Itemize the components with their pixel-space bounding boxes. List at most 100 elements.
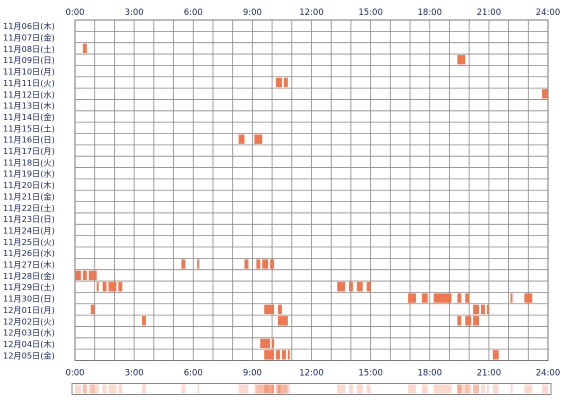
summary-strip-mark [181,384,186,394]
date-row-labels: 11月06日(木) 11月07日(金)11月08日(土)11月09日(日) 11月1… [3,21,55,360]
activity-bar [408,293,416,303]
activity-bar [181,259,186,269]
bottom-time-axis: 0:00 3:00 6:00 9:00 12:00 15:00 18:00 21:00 24:0… [65,369,560,379]
activity-bar [256,259,261,269]
x-tick-label-top: 3:00 [125,8,144,18]
summary-strip-mark [90,384,95,394]
summary-strip [71,383,552,395]
x-tick-label-top: 6:00 [184,8,203,18]
activity-bar [270,259,275,269]
x-tick-label-bottom: 18:00 [418,369,443,379]
date-row-label: 11月29日(土) [3,282,55,292]
summary-strip-mark [197,384,200,394]
summary-strip-mark [287,384,290,394]
date-row-label: 11月27日(木) [3,260,55,270]
chart-grid [74,19,549,361]
summary-strip-mark [473,384,480,394]
summary-strip-mark [421,384,428,394]
date-row-label: 11月21日(金) [3,191,55,201]
activity-bar [197,259,200,269]
date-row-label: 11月10日(月) [3,67,55,77]
activity-bar [238,134,245,144]
summary-strip-mark [254,384,263,394]
summary-strip-mark [348,384,353,394]
x-tick-label-top: 9:00 [243,8,262,18]
activity-bar [142,316,146,326]
date-row-label: 11月26日(水) [3,248,55,258]
activity-bars [75,43,548,360]
activity-bar [457,55,466,65]
summary-strip-mark [270,384,275,394]
date-row-label: 11月07日(金) [3,33,55,43]
activity-bar [356,282,363,292]
date-row-label: 11月20日(木) [3,180,55,190]
summary-strip-mark [96,384,99,394]
summary-strip-mark [283,384,288,394]
date-row-label: 11月24日(月) [3,225,55,235]
activity-bar [244,259,249,269]
date-row-label: 11月22日(土) [3,203,55,213]
date-row-label: 11月15日(土) [3,123,55,133]
summary-strip-mark [465,384,472,394]
activity-bar [276,77,282,88]
activity-bar [262,259,269,269]
summary-strip-mark [272,384,275,394]
date-row-label: 11月19日(水) [3,169,55,179]
summary-strip-mark [262,384,269,394]
activity-bar [465,293,470,303]
x-tick-label-bottom: 15:00 [358,369,383,379]
date-row-label: 12月04日(木) [3,339,55,349]
summary-strip-mark [142,384,146,394]
date-row-label: 11月23日(日) [3,214,55,224]
summary-strip-mark [492,384,499,394]
activity-bar [96,282,99,292]
summary-strip-frame [71,383,552,395]
activity-bar [283,77,288,88]
summary-strip-mark [408,384,416,394]
activity-bar [465,316,472,326]
summary-strip-mark [356,384,363,394]
summary-strip-mark [337,384,346,394]
summary-strip-mark [82,384,87,394]
activity-bar [82,43,87,54]
summary-strip-mark [433,384,452,394]
activity-bar [90,304,95,315]
date-row-label: 11月14日(金) [3,112,55,122]
date-row-label: 11月08日(土) [3,44,55,54]
activity-bar [118,282,123,292]
summary-strip-mark [457,384,462,394]
x-tick-label-bottom: 21:00 [477,369,502,379]
summary-strip-mark [276,384,282,394]
activity-bar [510,293,513,303]
summary-strip-mark [486,384,489,394]
date-row-label: 12月02日(火) [3,316,55,326]
x-tick-label-top: 0:00 [65,8,84,18]
x-tick-label-bottom: 24:00 [536,369,561,379]
date-row-label: 11月30日(日) [3,294,55,304]
summary-strip-mark [277,384,288,394]
activity-bar [433,293,452,303]
activity-bar [108,282,117,292]
activity-bar [260,338,271,349]
summary-strip-mark [473,384,480,394]
activity-bar [272,338,275,349]
summary-strip-mark [457,384,462,394]
x-tick-label-top: 15:00 [358,8,383,18]
top-time-axis: 0:00 3:00 6:00 9:00 12:00 15:00 18:00 21:00 24:0… [65,8,560,18]
x-tick-label-top: 12:00 [299,8,324,18]
summary-strip-mark [238,384,245,394]
x-tick-label-top: 24:00 [536,8,561,18]
date-row-label: 11月28日(金) [3,271,55,281]
summary-strip-mark [256,384,261,394]
date-row-label: 11月13日(木) [3,101,55,111]
summary-strip-mark [510,384,513,394]
activity-bar [75,270,81,281]
activity-bar [480,304,485,315]
activity-bar [457,293,462,303]
summary-strip-mark [88,384,97,394]
date-row-label: 12月01日(月) [3,305,55,315]
activity-bar [281,350,286,360]
summary-strip-mark [244,384,249,394]
x-tick-label-bottom: 6:00 [184,369,203,379]
activity-bar [542,89,548,99]
